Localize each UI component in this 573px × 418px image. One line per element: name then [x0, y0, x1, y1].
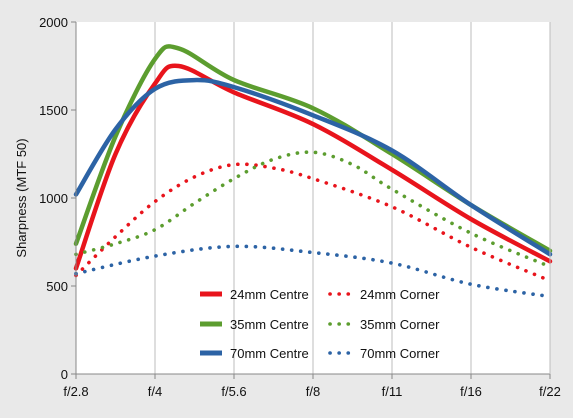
legend: 24mm Centre 24mm Corner 35mm Centre 35mm Co… — [200, 287, 440, 361]
legend-label-24mm-corner: 24mm Corner — [360, 287, 440, 302]
x-tick-label: f/11 — [382, 384, 403, 399]
legend-label-35mm-corner: 35mm Corner — [360, 317, 440, 332]
legend-label-24mm-centre: 24mm Centre — [230, 287, 309, 302]
series-lines — [73, 44, 553, 299]
series-line-24mm-centre — [73, 63, 553, 271]
y-axis-title: Sharpness (MTF 50) — [14, 138, 29, 257]
series-line-35mm-corner — [74, 150, 552, 269]
y-tick-label: 1000 — [39, 191, 68, 206]
x-tick-label: f/2.8 — [63, 384, 88, 399]
x-tick-label: f/8 — [306, 384, 320, 399]
legend-label-70mm-corner: 70mm Corner — [360, 346, 440, 361]
axes: 0 500 1000 1500 2000 f/2.8 f/4 f/5.6 f/8 f/11 f/16… — [39, 15, 561, 399]
y-tick-label: 500 — [46, 279, 68, 294]
x-tick-label: f/22 — [539, 384, 561, 399]
y-tick-label: 1500 — [39, 103, 68, 118]
x-tick-label: f/4 — [148, 384, 162, 399]
series-line-70mm-centre — [73, 77, 553, 257]
x-tick-label: f/5.6 — [221, 384, 246, 399]
x-tick-label: f/16 — [460, 384, 482, 399]
y-tick-label: 2000 — [39, 15, 68, 30]
legend-label-35mm-centre: 35mm Centre — [230, 317, 309, 332]
series-line-70mm-corner — [74, 244, 552, 299]
legend-label-70mm-centre: 70mm Centre — [230, 346, 309, 361]
y-tick-label: 0 — [61, 367, 68, 382]
